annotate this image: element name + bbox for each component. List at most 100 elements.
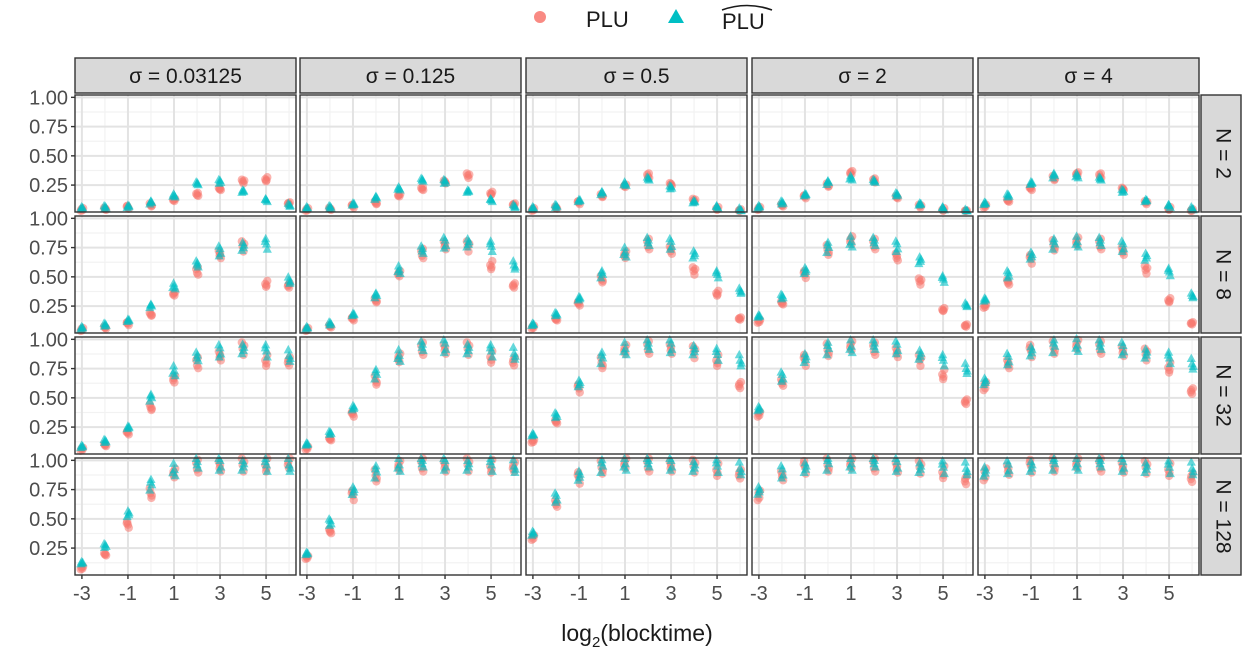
plu-hat-point	[736, 288, 746, 297]
panel-border	[74, 94, 297, 213]
plu-hat-point	[734, 457, 744, 466]
plu-hat-point	[487, 466, 497, 475]
legend-plu-hat-marker	[668, 9, 684, 23]
plu-hat-point	[145, 485, 155, 494]
plu-hat-point	[528, 430, 538, 439]
y-tick-label: 0.75	[29, 117, 68, 139]
plu-hat-point	[1026, 341, 1036, 351]
panel-border	[525, 457, 748, 576]
plu-hat-point	[1163, 265, 1173, 274]
panel-border	[525, 94, 748, 213]
plu-hat-point	[284, 350, 294, 360]
plu-hat-point	[1165, 270, 1175, 280]
plu-hat-point	[846, 341, 856, 350]
panel-border	[525, 336, 748, 455]
plu-point	[1143, 263, 1152, 273]
x-tick-label: 5	[486, 583, 497, 605]
plu-hat-point	[168, 361, 179, 370]
panel-background	[300, 216, 521, 333]
plu-hat-point	[370, 464, 381, 473]
plu-point	[917, 275, 926, 285]
x-tick-label: 3	[891, 583, 902, 605]
plu-hat-point	[847, 175, 857, 184]
plu-hat-point	[620, 247, 630, 256]
plu-hat-point	[1163, 350, 1173, 359]
plu-hat-point	[214, 241, 224, 250]
plu-hat-point	[1048, 465, 1058, 474]
x-tick-label: -1	[1022, 583, 1040, 605]
plu-hat-point	[689, 463, 700, 472]
plu-point	[1186, 387, 1196, 397]
plu-hat-point	[1048, 169, 1059, 179]
plu-hat-point	[980, 377, 990, 387]
plu-hat-point	[753, 482, 764, 491]
plu-point	[916, 361, 925, 371]
plu-hat-point	[123, 506, 133, 515]
column-strip	[977, 57, 1200, 94]
plu-hat-point	[665, 233, 675, 243]
plu-hat-point	[509, 461, 519, 470]
plu-hat-point	[621, 465, 631, 474]
plu-hat-point	[510, 354, 520, 363]
plu-hat-point	[99, 318, 109, 327]
facet-panel	[299, 94, 522, 216]
plu-hat-point	[776, 460, 786, 470]
plu-hat-point	[736, 360, 746, 370]
plu-hat-point	[713, 467, 723, 476]
plu-hat-point	[979, 462, 990, 471]
facet-panel	[751, 335, 974, 455]
plu-hat-point	[370, 289, 381, 298]
plu-hat-point	[665, 335, 675, 344]
plu-hat-point	[778, 374, 788, 383]
plu-hat-point	[552, 495, 562, 504]
plu-hat-point	[510, 264, 520, 273]
plu-hat-point	[776, 367, 786, 376]
plu-hat-point	[620, 343, 630, 353]
panel-border	[751, 94, 974, 213]
panel-background	[75, 337, 296, 454]
plu-hat-point	[1048, 347, 1058, 357]
panel-border	[299, 215, 522, 334]
y-tick-label: 1.00	[29, 87, 68, 109]
plu-hat-point	[349, 487, 359, 496]
plu-hat-point	[1187, 358, 1197, 368]
plu-hat-point	[711, 346, 721, 356]
plu-hat-point	[1119, 346, 1129, 356]
plu-hat-point	[260, 343, 270, 352]
panel-background	[752, 216, 973, 333]
facet-panel	[977, 333, 1200, 455]
plu-hat-point	[847, 242, 857, 251]
plu-hat-point	[1141, 464, 1152, 473]
plu-hat-point	[893, 463, 903, 472]
legend-plu-marker	[534, 11, 546, 23]
plu-hat-point	[192, 353, 202, 362]
y-tick-label: 0.50	[29, 267, 68, 289]
plu-hat-point	[846, 458, 856, 468]
column-strip	[299, 57, 522, 94]
x-tick-label: -1	[344, 583, 362, 605]
plu-hat-point	[962, 368, 972, 378]
panel-background	[978, 458, 1199, 575]
plu-hat-point	[667, 462, 677, 471]
plu-hat-point	[1002, 189, 1012, 198]
plu-hat-point	[1141, 457, 1151, 467]
x-tick-label: 3	[665, 583, 676, 605]
y-tick-label: 0.25	[29, 296, 68, 318]
plu-hat-point	[1027, 463, 1037, 472]
plu-hat-point	[393, 344, 404, 354]
plu-hat-point	[713, 273, 723, 282]
plu-hat-point	[550, 488, 560, 497]
facet-panels	[74, 94, 1200, 576]
plu-hat-point	[574, 375, 584, 384]
plu-hat-point	[1002, 348, 1012, 358]
plu-hat-point	[1095, 174, 1105, 183]
plu-hat-point	[575, 196, 585, 205]
plu-hat-point	[349, 310, 359, 319]
plu-point	[712, 291, 722, 300]
plu-hat-point	[370, 367, 381, 376]
plu-point	[147, 405, 156, 415]
row-strip-label: N = 128	[1211, 479, 1234, 553]
plu-hat-point	[170, 284, 180, 293]
plu-hat-point	[735, 355, 745, 364]
plu-hat-point	[619, 242, 630, 251]
